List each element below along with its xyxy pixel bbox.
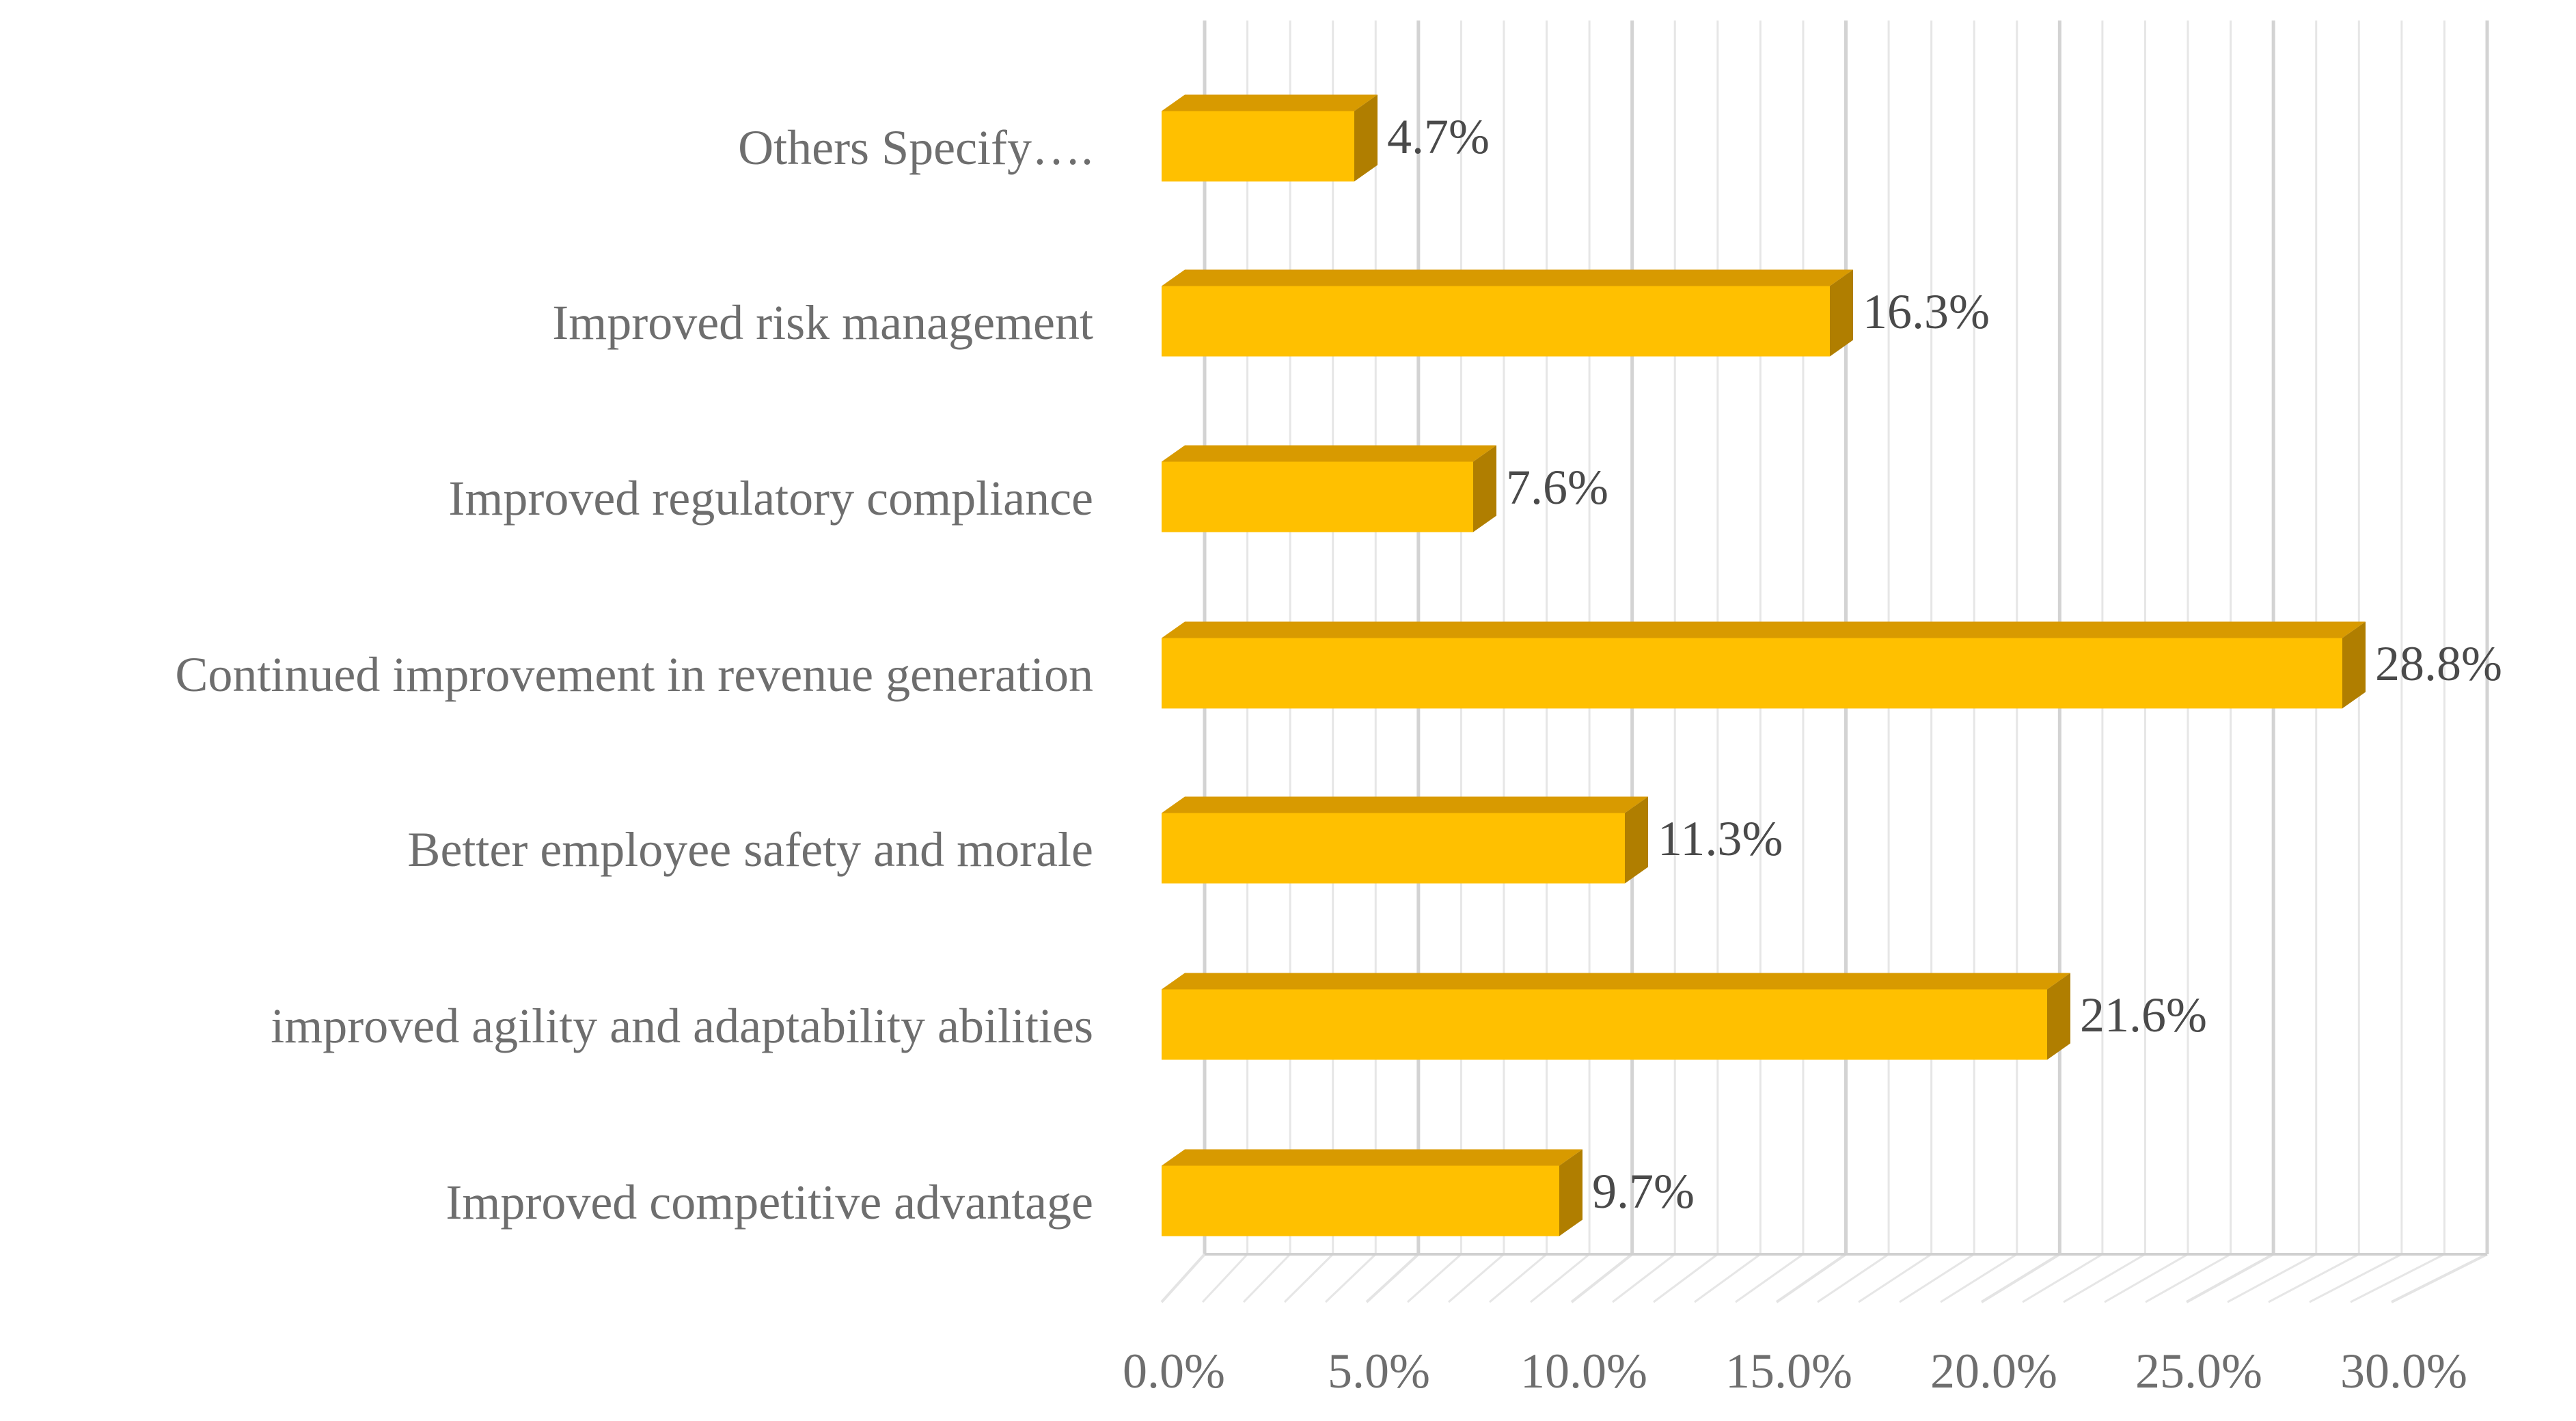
minor-floor-gridline [1448, 1253, 1505, 1303]
data-label: 4.7% [1387, 109, 1490, 164]
bar [1162, 989, 2047, 1060]
category-labels: Others Specify…. Improved risk management… [175, 120, 1093, 1230]
minor-floor-gridline [1530, 1253, 1591, 1303]
x-tick-label: 0.0% [1123, 1344, 1225, 1398]
x-tick-label: 10.0% [1520, 1344, 1647, 1398]
bar-top [1162, 1149, 1582, 1166]
data-label: 16.3% [1863, 284, 1990, 339]
category-label: Others Specify…. [738, 120, 1093, 175]
x-tick-label: 30.0% [2340, 1344, 2467, 1398]
floor-gridline [1160, 1253, 1206, 1303]
bar-side [2047, 973, 2070, 1060]
category-label: Continued improvement in revenue generat… [175, 647, 1093, 702]
data-label: 9.7% [1592, 1164, 1695, 1219]
bar [1162, 286, 1830, 357]
floor-gridline [1775, 1253, 1847, 1303]
bar-side [1354, 94, 1378, 182]
bar [1162, 1165, 1559, 1236]
data-label: 7.6% [1506, 460, 1608, 515]
floor-gridline [2391, 1253, 2488, 1303]
minor-floor-gridline [1242, 1253, 1291, 1303]
minor-floor-gridline [1899, 1253, 1975, 1303]
minor-floor-gridline [1407, 1253, 1462, 1303]
minor-floor-gridline [1612, 1253, 1676, 1303]
bar [1162, 813, 1625, 884]
x-axis-ticks: 0.0% 5.0% 10.0% 15.0% 20.0% 25.0% 30.0% [1123, 1344, 2467, 1398]
minor-floor-gridline [1735, 1253, 1804, 1303]
minor-floor-gridline [1489, 1253, 1548, 1303]
minor-floor-gridline [2145, 1253, 2232, 1303]
minor-floor-gridline [1940, 1253, 2018, 1303]
category-label: Improved competitive advantage [446, 1175, 1093, 1230]
minor-floor-gridline [1858, 1253, 1932, 1303]
minor-floor-gridline [2350, 1253, 2445, 1303]
bars [1162, 94, 2366, 1236]
floor-gridline [1980, 1253, 2061, 1303]
minor-floor-gridline [2268, 1253, 2360, 1303]
category-label: Improved regulatory compliance [448, 471, 1093, 526]
bar-top [1162, 796, 1648, 813]
minor-floor-gridline [1324, 1253, 1377, 1303]
floor-gridline [1570, 1253, 1633, 1303]
bar-side [2342, 621, 2366, 709]
minor-floor-gridline [1201, 1253, 1248, 1303]
x-tick-label: 25.0% [2135, 1344, 2262, 1398]
bar-side [1830, 269, 1853, 357]
floor-gridline [1365, 1253, 1420, 1303]
bar [1162, 111, 1354, 182]
minor-floor-gridline [1283, 1253, 1334, 1303]
category-label: Better employee safety and morale [407, 822, 1093, 877]
data-label: 28.8% [2375, 636, 2502, 691]
minor-floor-gridline [2104, 1253, 2189, 1303]
minor-floor-gridline [2227, 1253, 2317, 1303]
minor-floor-gridline [1694, 1253, 1762, 1303]
bar [1162, 638, 2342, 709]
bar-top [1162, 445, 1496, 462]
bar-top [1162, 621, 2366, 638]
data-label: 11.3% [1658, 811, 1783, 866]
data-labels: 4.7% 16.3% 7.6% 28.8% 11.3% 21.6% 9.7% [1387, 109, 2502, 1219]
data-label: 21.6% [2080, 988, 2207, 1042]
floor-gridline [2186, 1253, 2275, 1303]
category-label: Improved risk management [552, 295, 1093, 350]
minor-floor-gridline [2063, 1253, 2146, 1303]
category-label: improved agility and adaptability abilit… [271, 999, 1093, 1053]
minor-floor-gridline [1653, 1253, 1718, 1303]
minor-floor-gridline [1817, 1253, 1889, 1303]
minor-floor-gridline [2022, 1253, 2103, 1303]
bar-top [1162, 269, 1853, 286]
x-tick-label: 15.0% [1725, 1344, 1852, 1398]
bar-top [1162, 94, 1378, 111]
bar-side [1559, 1149, 1582, 1236]
minor-floor-gridline [2309, 1253, 2402, 1303]
x-tick-label: 5.0% [1328, 1344, 1430, 1398]
bar [1162, 461, 1473, 532]
bar-top [1162, 973, 2070, 990]
bar-side [1473, 445, 1496, 532]
x-tick-label: 20.0% [1930, 1344, 2057, 1398]
bar-side [1625, 796, 1648, 884]
